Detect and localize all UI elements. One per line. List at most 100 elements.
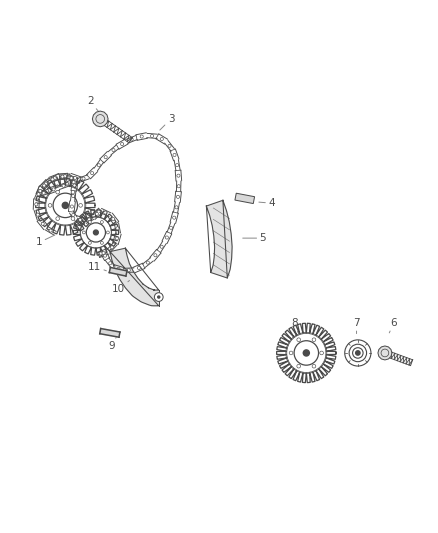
Circle shape [95, 212, 99, 215]
Circle shape [100, 221, 103, 223]
Circle shape [312, 338, 316, 342]
Circle shape [72, 195, 75, 198]
Circle shape [42, 191, 45, 195]
Circle shape [103, 254, 106, 257]
Circle shape [88, 241, 91, 244]
Circle shape [116, 237, 119, 240]
Text: 1: 1 [36, 235, 55, 247]
Circle shape [120, 142, 124, 146]
Circle shape [289, 351, 293, 355]
Circle shape [88, 218, 91, 221]
Circle shape [112, 149, 115, 151]
Circle shape [41, 222, 44, 225]
Circle shape [52, 188, 55, 191]
Circle shape [72, 181, 75, 184]
Circle shape [104, 156, 107, 159]
Circle shape [82, 177, 85, 180]
Circle shape [116, 227, 119, 230]
Circle shape [79, 219, 82, 221]
Circle shape [51, 178, 54, 181]
Circle shape [61, 175, 64, 178]
Circle shape [70, 176, 73, 180]
Text: 5: 5 [243, 233, 266, 243]
Circle shape [177, 184, 180, 188]
Circle shape [48, 204, 52, 207]
Circle shape [170, 226, 173, 229]
Circle shape [177, 174, 180, 177]
Circle shape [79, 204, 82, 207]
Text: 2: 2 [87, 96, 99, 112]
Circle shape [154, 254, 157, 257]
Circle shape [297, 365, 300, 368]
Circle shape [73, 184, 76, 187]
Circle shape [151, 134, 154, 138]
Circle shape [177, 195, 180, 198]
Circle shape [97, 164, 100, 167]
Circle shape [62, 203, 68, 208]
Text: 10: 10 [112, 280, 130, 294]
Circle shape [117, 268, 120, 270]
Circle shape [320, 351, 323, 355]
Circle shape [112, 217, 115, 221]
Text: 11: 11 [88, 262, 106, 271]
Circle shape [72, 213, 75, 216]
Circle shape [100, 241, 103, 244]
Circle shape [64, 175, 67, 178]
Circle shape [168, 144, 171, 148]
Circle shape [37, 192, 40, 196]
Circle shape [49, 229, 52, 232]
Polygon shape [378, 346, 392, 360]
Polygon shape [100, 328, 120, 337]
Polygon shape [92, 111, 108, 127]
Text: 6: 6 [389, 318, 397, 333]
Circle shape [303, 350, 309, 356]
Circle shape [175, 206, 178, 209]
Circle shape [110, 246, 113, 249]
Text: 9: 9 [109, 337, 117, 351]
Text: 4: 4 [259, 198, 275, 208]
Circle shape [102, 252, 105, 255]
Circle shape [44, 182, 47, 185]
Circle shape [140, 135, 143, 138]
Circle shape [165, 236, 169, 239]
Circle shape [157, 295, 160, 299]
Circle shape [39, 189, 42, 192]
Circle shape [127, 269, 130, 272]
Text: 3: 3 [160, 114, 174, 130]
Circle shape [35, 203, 38, 206]
Circle shape [42, 184, 46, 187]
Circle shape [71, 205, 74, 208]
Circle shape [160, 138, 163, 141]
Circle shape [82, 231, 85, 234]
Circle shape [88, 221, 91, 223]
Circle shape [53, 176, 57, 180]
Circle shape [173, 216, 176, 219]
Circle shape [99, 252, 102, 255]
Circle shape [146, 261, 149, 264]
Circle shape [154, 293, 163, 302]
Circle shape [109, 262, 112, 265]
Polygon shape [235, 193, 254, 204]
Circle shape [91, 172, 94, 175]
Circle shape [71, 217, 75, 221]
Circle shape [297, 338, 300, 342]
Circle shape [93, 230, 98, 235]
Text: 7: 7 [353, 318, 360, 334]
Circle shape [71, 190, 75, 194]
Circle shape [106, 231, 110, 234]
Circle shape [173, 154, 176, 157]
Text: 8: 8 [291, 318, 299, 334]
Circle shape [176, 164, 179, 167]
Circle shape [356, 351, 360, 355]
Circle shape [137, 266, 141, 270]
Circle shape [104, 211, 107, 214]
Polygon shape [206, 200, 232, 278]
Circle shape [36, 213, 39, 216]
Circle shape [74, 176, 77, 180]
Circle shape [62, 184, 65, 187]
Circle shape [56, 217, 60, 221]
Polygon shape [110, 248, 159, 306]
Circle shape [312, 365, 316, 368]
Circle shape [56, 190, 60, 194]
Polygon shape [110, 268, 127, 276]
